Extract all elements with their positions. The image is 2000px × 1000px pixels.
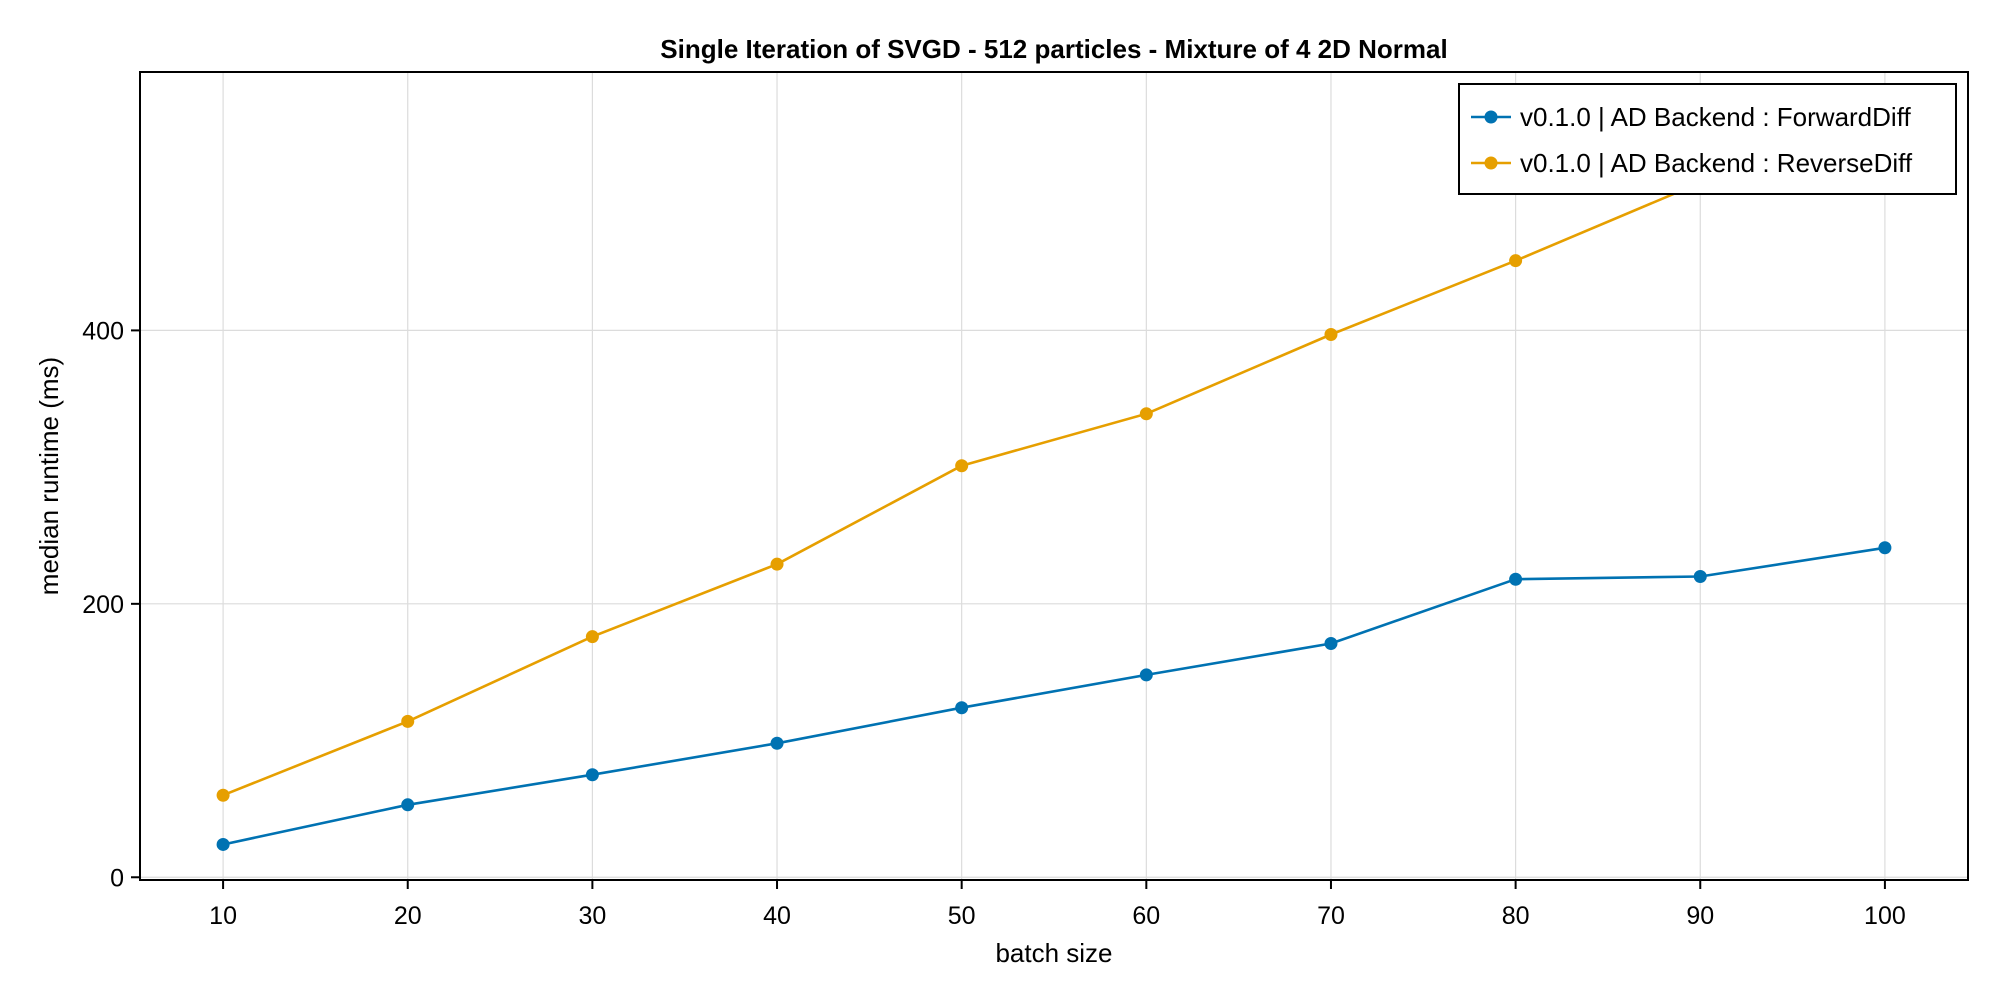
x-tick-label: 100 bbox=[1864, 902, 1906, 930]
legend-label: v0.1.0 | AD Backend : ForwardDiff bbox=[1520, 102, 1911, 132]
series-line bbox=[222, 546, 1886, 846]
legend: v0.1.0 | AD Backend : ForwardDiff v0.1.0 … bbox=[1458, 83, 1957, 195]
data-point bbox=[770, 736, 784, 750]
series-2 bbox=[216, 101, 1892, 802]
y-tick-label: 200 bbox=[82, 591, 124, 619]
data-point bbox=[585, 768, 599, 782]
data-point bbox=[1139, 668, 1153, 682]
legend-marker bbox=[1484, 110, 1498, 124]
data-point bbox=[216, 837, 230, 851]
data-point bbox=[401, 798, 415, 812]
data-point bbox=[1878, 541, 1892, 555]
data-point bbox=[1139, 407, 1153, 421]
legend-marker bbox=[1484, 156, 1498, 170]
data-point bbox=[1324, 636, 1338, 650]
data-point bbox=[585, 630, 599, 644]
legend-entry-1: v0.1.0 | AD Backend : ForwardDiff bbox=[1471, 102, 1911, 132]
legend-box bbox=[1458, 83, 1957, 195]
x-tick-label: 90 bbox=[1686, 902, 1714, 930]
x-tick-label: 30 bbox=[578, 902, 606, 930]
data-point bbox=[955, 459, 969, 473]
x-tick-label: 10 bbox=[209, 902, 237, 930]
plot-frame bbox=[139, 71, 1969, 881]
x-tick-label: 40 bbox=[763, 902, 791, 930]
chart-title: Single Iteration of SVGD - 512 particles… bbox=[660, 34, 1447, 64]
data-point bbox=[1324, 327, 1338, 341]
data-point bbox=[216, 788, 230, 802]
legend-label: v0.1.0 | AD Backend : ReverseDiff bbox=[1520, 148, 1913, 178]
grid-lines bbox=[140, 72, 1968, 880]
data-point bbox=[955, 701, 969, 715]
data-point bbox=[1509, 572, 1523, 586]
series-1 bbox=[216, 541, 1892, 851]
y-tick-label: 400 bbox=[82, 317, 124, 345]
data-point bbox=[770, 557, 784, 571]
legend-entry-2: v0.1.0 | AD Backend : ReverseDiff bbox=[1471, 148, 1913, 178]
series-layer bbox=[216, 101, 1892, 851]
series-line bbox=[222, 106, 1886, 797]
y-axis-label: median runtime (ms) bbox=[34, 357, 64, 595]
y-tick-label: 0 bbox=[110, 864, 124, 892]
y-axis-ticks: 0 200 400 bbox=[82, 317, 140, 892]
x-tick-label: 70 bbox=[1317, 902, 1345, 930]
x-tick-label: 60 bbox=[1132, 902, 1160, 930]
legend-entries: v0.1.0 | AD Backend : ForwardDiff v0.1.0 … bbox=[1471, 102, 1913, 178]
x-axis-ticks: 10 20 30 40 50 60 70 80 90 100 bbox=[209, 880, 1906, 930]
x-axis-label: batch size bbox=[995, 938, 1112, 968]
x-tick-label: 20 bbox=[394, 902, 422, 930]
x-tick-label: 80 bbox=[1502, 902, 1530, 930]
x-tick-label: 50 bbox=[948, 902, 976, 930]
data-point bbox=[1693, 569, 1707, 583]
data-point bbox=[401, 714, 415, 728]
data-point bbox=[1509, 254, 1523, 268]
